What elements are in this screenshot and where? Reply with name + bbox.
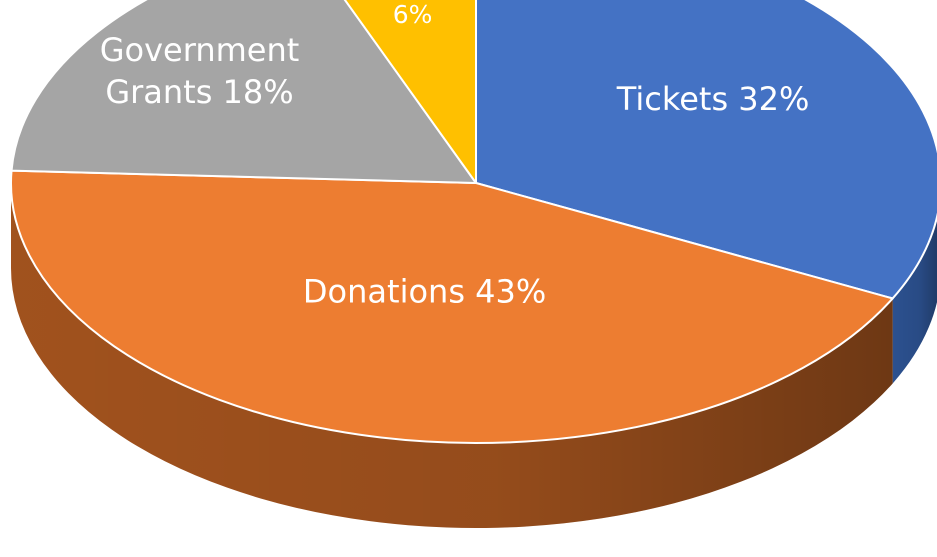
pie-side-shading — [892, 216, 937, 384]
data-label-donations: Donations 43% — [303, 273, 546, 311]
pie-slice-tickets — [475, 0, 937, 300]
pie-top-faces — [10, 0, 937, 444]
pie-slice-store-net — [343, 0, 477, 184]
pie-side-shading — [11, 183, 893, 529]
pie-data-labels: Tickets 32% Donations 43% Government Grants… — [100, 0, 810, 311]
data-label-line: Donations 43% — [303, 273, 546, 311]
data-label-store-net: Store Net6% — [354, 0, 472, 29]
pie-slice-donations — [10, 169, 894, 444]
data-label-tickets: Tickets 32% — [616, 80, 810, 118]
data-label-line: 6% — [393, 0, 433, 29]
pie-slice-government-grants — [10, 0, 477, 184]
data-label-line: Tickets 32% — [616, 80, 810, 118]
data-label-line: Grants 18% — [105, 73, 293, 111]
data-label-line: Government — [100, 31, 300, 69]
pie-side-walls — [11, 183, 937, 529]
data-label-government-grants: Government Grants 18% — [100, 31, 300, 111]
